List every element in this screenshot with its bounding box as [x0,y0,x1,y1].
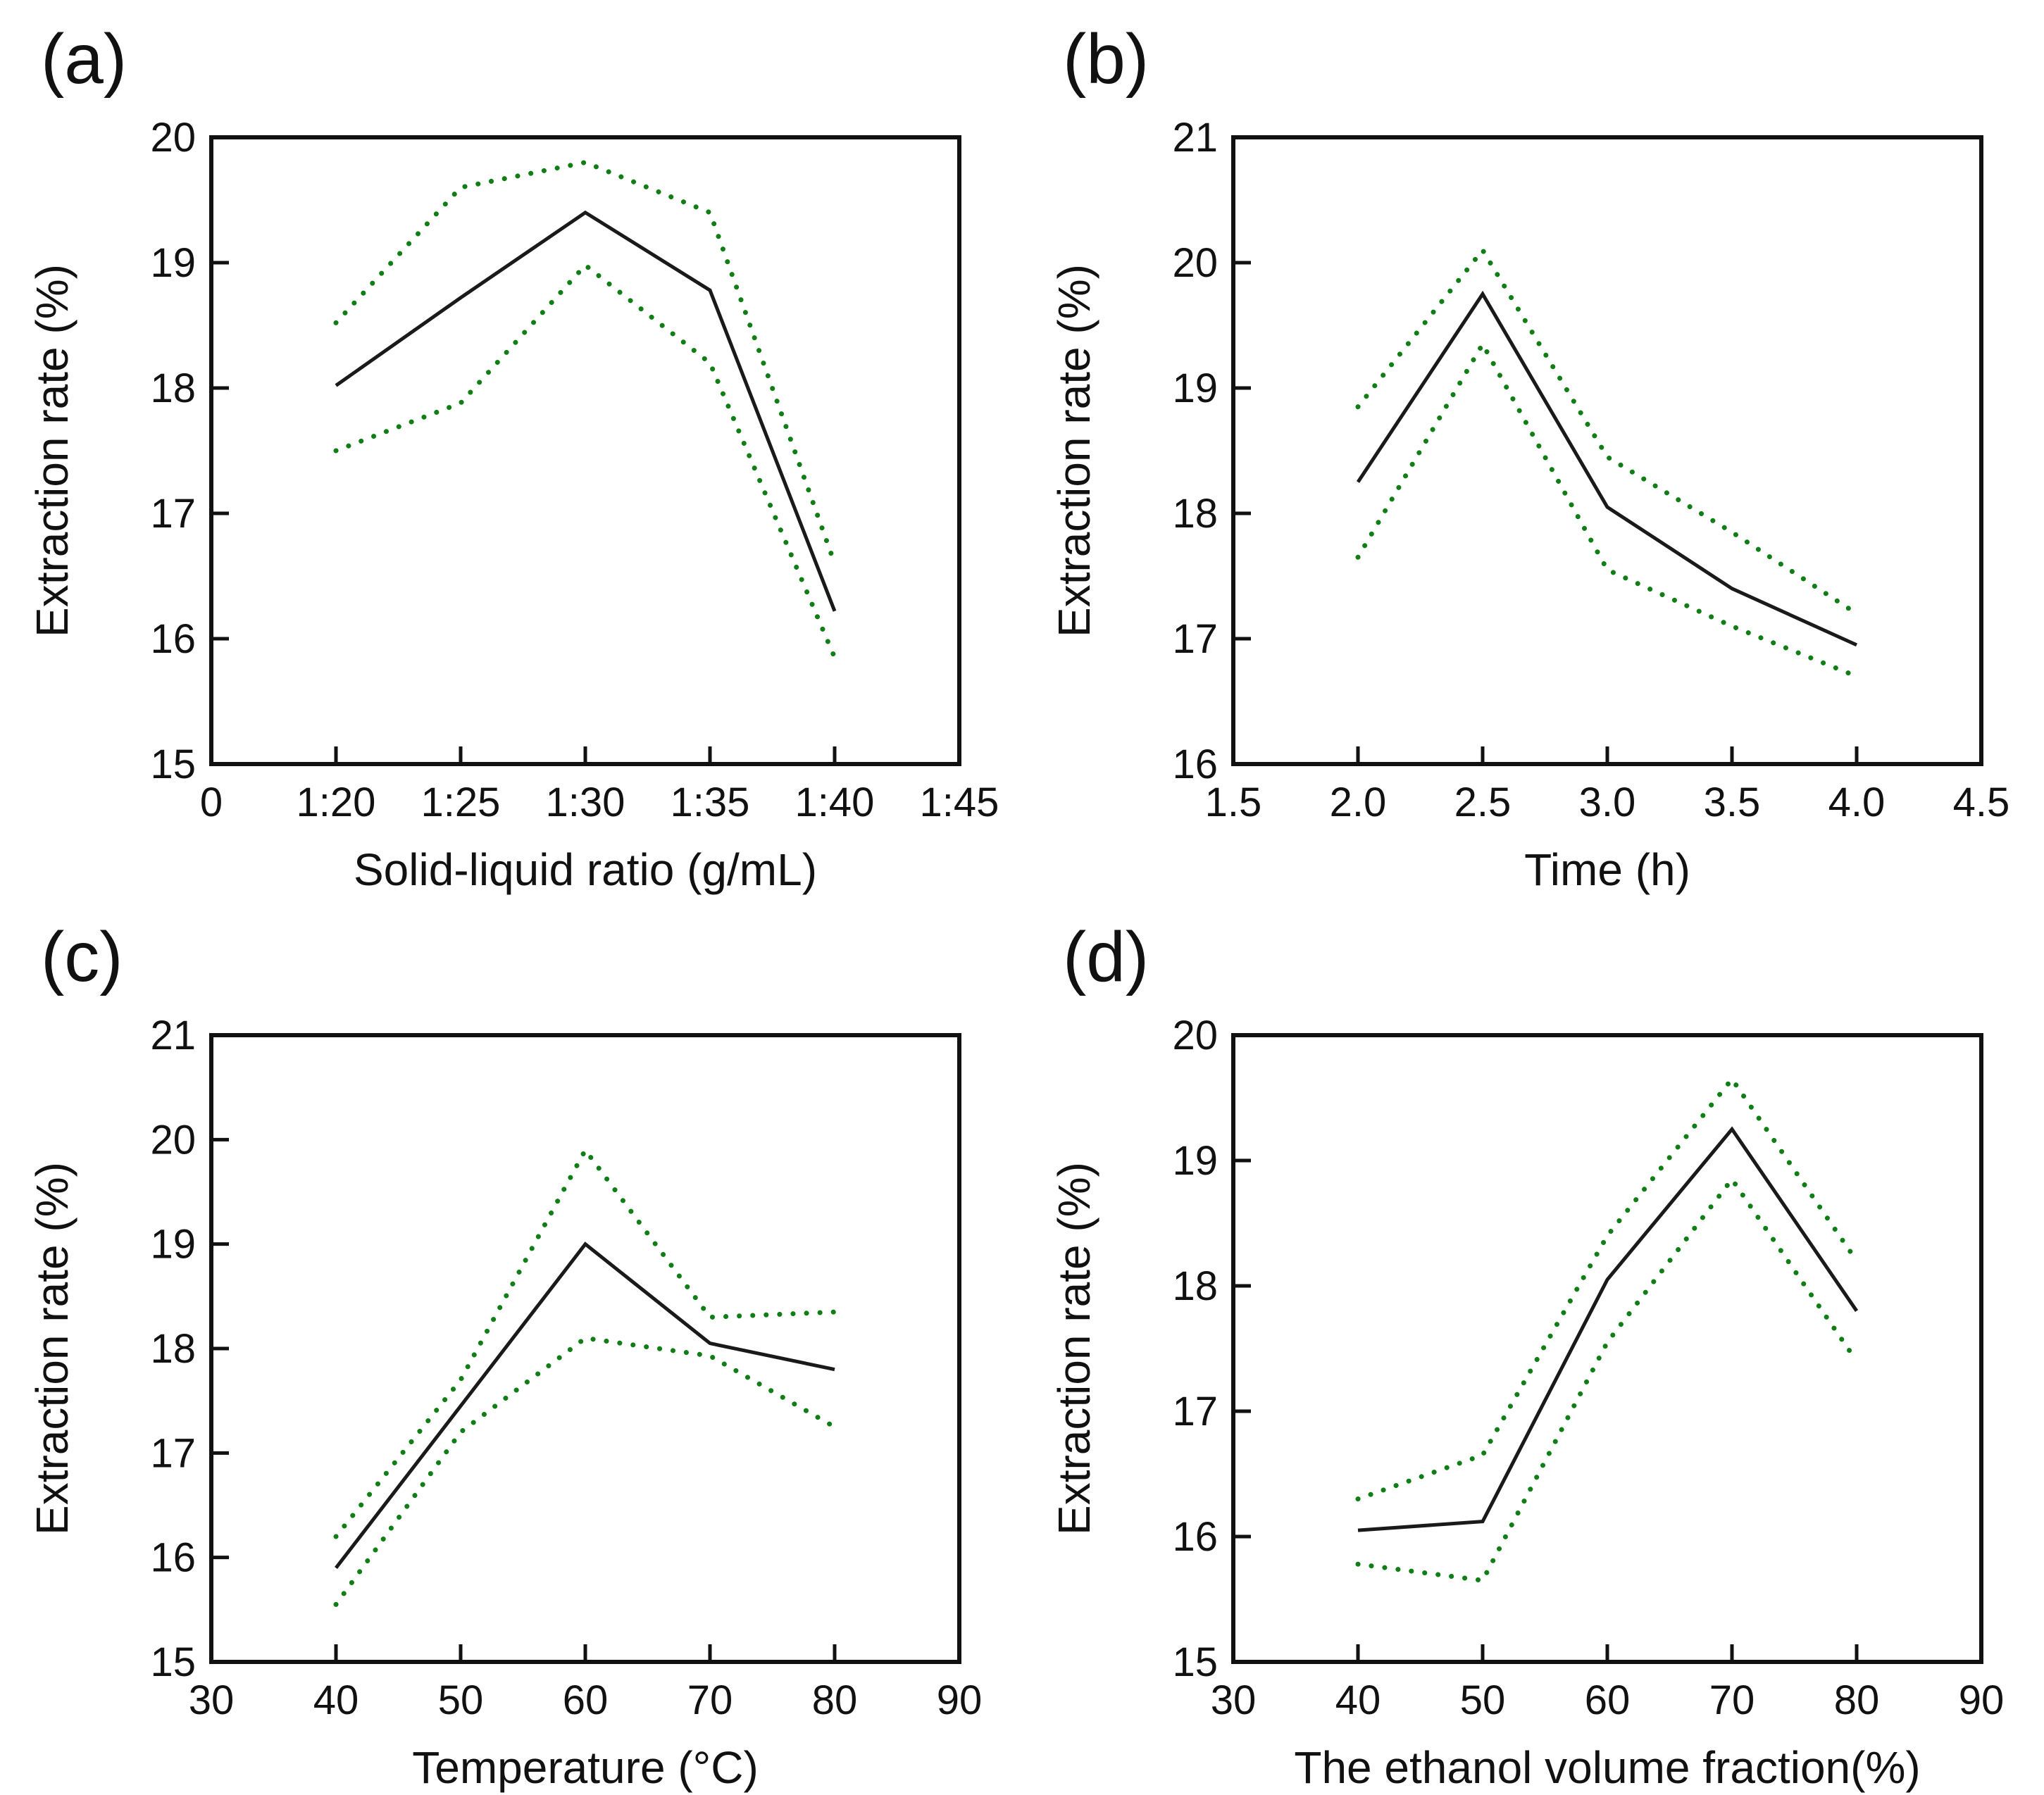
panel-b: (b) 1.5 2.0 2.5 3.0 3.5 4.0 4.5 16 17 18 19 20 21 Time… [1022,0,2044,897]
x-tick-label: 60 [1585,1677,1631,1723]
series-upper-bound-line [333,160,837,566]
x-tick-label: 0 [200,780,223,825]
y-tick-label: 15 [150,742,196,787]
plot-frame [1231,1033,1983,1664]
x-tick-label: 1:30 [546,780,625,825]
y-tick-label: 19 [150,240,196,286]
x-tick-label: 4.5 [1953,780,2010,825]
y-tick-label: 18 [150,1326,196,1372]
x-tick-label: 40 [313,1677,359,1723]
y-tick-label: 20 [150,115,196,161]
y-tick-label: 16 [1172,742,1218,787]
panel-label: (c) [41,918,123,996]
panel-label: (b) [1063,20,1149,99]
panel-label: (d) [1063,918,1149,996]
x-tick-label: 2.5 [1454,780,1512,825]
panel-d: (d) 30 40 50 60 70 80 90 15 16 17 18 19 20 The ethanol… [1022,898,2044,1795]
x-tick-label: 4.0 [1828,780,1886,825]
x-axis-title: The ethanol volume fraction(%) [1294,1742,1920,1793]
y-tick-label: 21 [1172,115,1218,161]
x-tick-label: 1:40 [795,780,875,825]
y-tick-label: 16 [150,616,196,662]
series-upper-bound-line [1355,1076,1859,1502]
y-tick-label: 21 [150,1013,196,1058]
y-tick-label: 17 [150,1430,196,1476]
x-axis-title: Time (h) [1524,844,1690,895]
y-tick-label: 15 [150,1639,196,1685]
x-tick-label: 30 [189,1677,235,1723]
y-tick-label: 17 [1172,616,1218,662]
x-tick-label: 80 [1834,1677,1880,1723]
x-tick-label: 90 [1959,1677,2005,1723]
series-lower-bound-line [1355,342,1859,679]
series-lower-bound-line [1355,1177,1859,1583]
y-tick-label: 20 [1172,1013,1218,1058]
panel-c: (c) 30 40 50 60 70 80 90 15 16 17 18 19 20 21 Temperatu… [0,898,1022,1795]
x-tick-label: 1:20 [297,780,376,825]
y-axis-title: Extraction rate (%) [1049,264,1099,637]
x-tick-label: 50 [438,1677,484,1723]
series-mean-line [335,210,837,612]
y-tick-label: 17 [1172,1389,1218,1434]
series-lower-bound-line [333,263,837,661]
x-tick-label: 3.5 [1704,780,1761,825]
x-tick-label: 2.0 [1330,780,1387,825]
x-tick-label: 50 [1460,1677,1506,1723]
panel-a-chart: (a) 0 1:20 1:25 1:30 1:35 1:40 1:45 15 16 17 18 19 20… [27,20,999,895]
series-mean-line [1356,290,1858,647]
series-upper-bound-line [333,1147,837,1539]
y-axis-title: Extraction rate (%) [27,1162,77,1535]
x-tick-label: 1:25 [421,780,501,825]
x-axis-title: Solid-liquid ratio (g/mL) [354,844,817,895]
y-tick-label: 19 [150,1222,196,1268]
y-tick-label: 19 [1172,365,1218,411]
panel-d-chart: (d) 30 40 50 60 70 80 90 15 16 17 18 19 20 The ethanol… [1049,918,2005,1793]
x-tick-label: 1.5 [1205,780,1262,825]
y-axis-title: Extraction rate (%) [27,264,77,637]
panel-b-chart: (b) 1.5 2.0 2.5 3.0 3.5 4.0 4.5 16 17 18 19 20 21 Time… [1049,20,2010,895]
y-tick-label: 18 [1172,1263,1218,1309]
panel-a: (a) 0 1:20 1:25 1:30 1:35 1:40 1:45 15 16 17 18 19 20… [0,0,1022,897]
x-tick-label: 1:45 [920,780,999,825]
plot-frame [209,135,961,766]
y-axis-title: Extraction rate (%) [1049,1162,1099,1535]
x-tick-label: 1:35 [671,780,750,825]
plot-frame [209,1033,961,1664]
y-tick-label: 19 [1172,1138,1218,1184]
x-tick-label: 60 [563,1677,609,1723]
y-tick-label: 20 [1172,240,1218,286]
panel-label: (a) [41,20,127,99]
y-tick-label: 15 [1172,1639,1218,1685]
y-tick-label: 16 [150,1535,196,1581]
x-axis-title: Temperature (°C) [412,1742,759,1793]
series-mean-line [335,1242,835,1570]
x-tick-label: 70 [687,1677,733,1723]
series-upper-bound-line [1355,247,1859,616]
x-tick-label: 30 [1211,1677,1257,1723]
x-tick-label: 40 [1335,1677,1381,1723]
plot-frame [1231,135,1983,766]
y-tick-label: 20 [150,1117,196,1163]
x-tick-label: 90 [937,1677,983,1723]
y-tick-label: 18 [1172,491,1218,537]
series-mean-line [1357,1126,1859,1532]
x-tick-label: 3.0 [1579,780,1636,825]
y-tick-label: 16 [1172,1514,1218,1560]
x-tick-label: 80 [812,1677,858,1723]
y-tick-label: 18 [150,365,196,411]
x-tick-label: 70 [1709,1677,1755,1723]
y-tick-label: 17 [150,491,196,537]
panel-c-chart: (c) 30 40 50 60 70 80 90 15 16 17 18 19 20 21 Temperatu… [27,918,983,1793]
